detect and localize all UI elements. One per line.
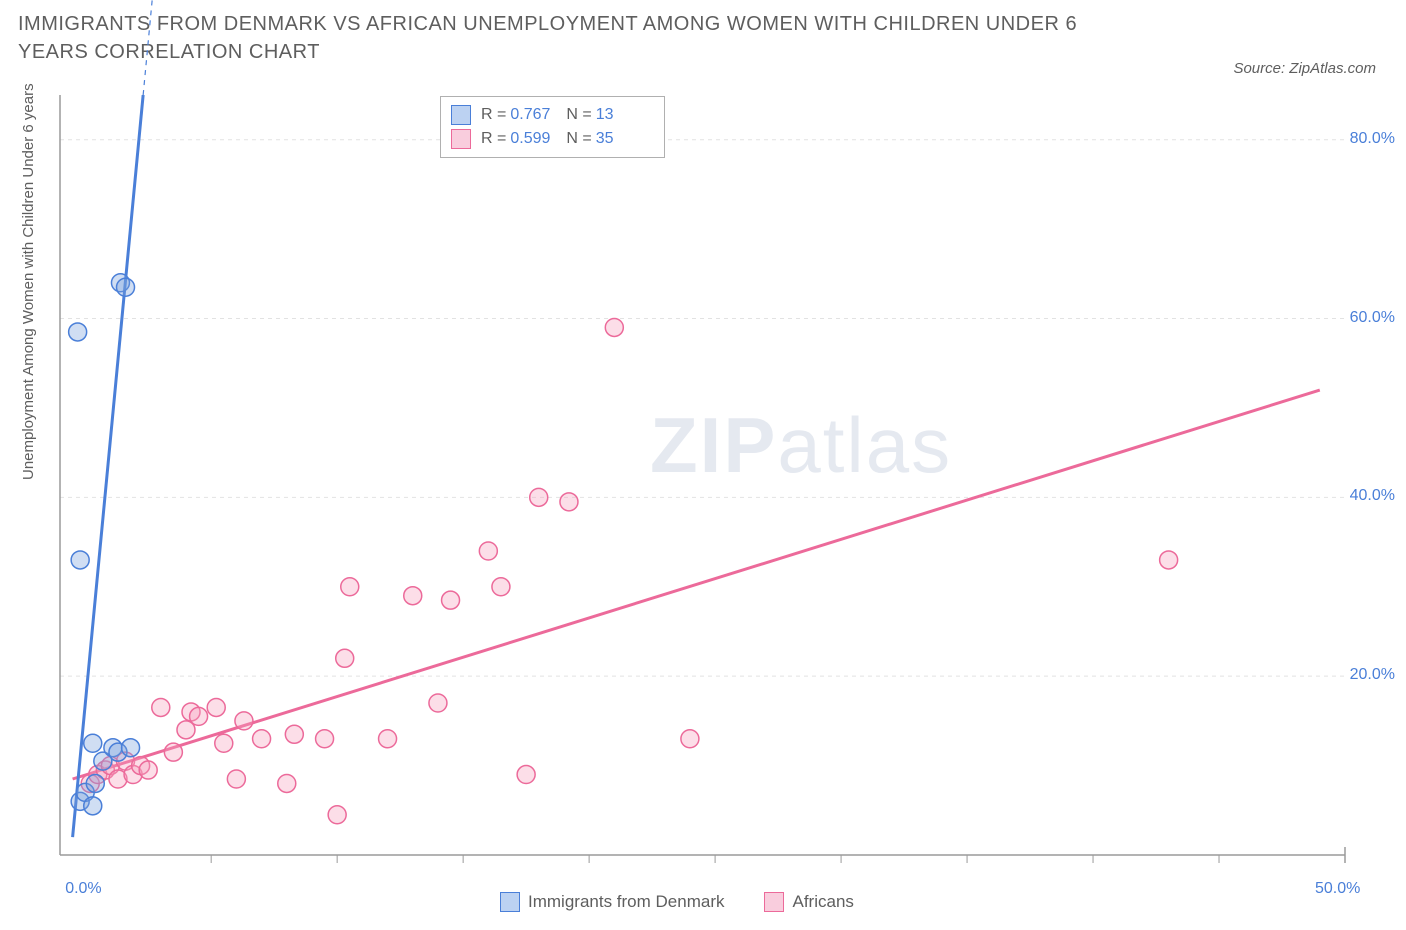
bottom-legend: Immigrants from Denmark Africans bbox=[500, 892, 854, 912]
bottom-legend-blue-label: Immigrants from Denmark bbox=[528, 892, 724, 912]
watermark: ZIPatlas bbox=[650, 400, 952, 491]
y-tick-label: 40.0% bbox=[1325, 487, 1395, 505]
x-tick-label-right: 50.0% bbox=[1315, 880, 1360, 898]
legend-swatch-blue bbox=[451, 105, 471, 125]
n-value-blue: 13 bbox=[596, 106, 650, 124]
n-label-pink: N = bbox=[566, 130, 591, 148]
watermark-bold: ZIP bbox=[650, 401, 777, 489]
y-tick-label: 20.0% bbox=[1325, 666, 1395, 684]
r-label-blue: R = bbox=[481, 106, 506, 124]
y-tick-label: 60.0% bbox=[1325, 309, 1395, 327]
n-value-pink: 35 bbox=[596, 130, 650, 148]
bottom-legend-pink-label: Africans bbox=[792, 892, 853, 912]
legend-stats-box: R = 0.767 N = 13 R = 0.599 N = 35 bbox=[440, 96, 665, 158]
bottom-swatch-blue bbox=[500, 892, 520, 912]
legend-stats-row-pink: R = 0.599 N = 35 bbox=[451, 127, 650, 151]
bottom-swatch-pink bbox=[764, 892, 784, 912]
r-value-pink: 0.599 bbox=[510, 130, 564, 148]
legend-stats-row-blue: R = 0.767 N = 13 bbox=[451, 103, 650, 127]
x-tick-label-left: 0.0% bbox=[65, 880, 101, 898]
watermark-light: atlas bbox=[777, 401, 952, 489]
legend-swatch-pink bbox=[451, 129, 471, 149]
y-tick-label: 80.0% bbox=[1325, 130, 1395, 148]
r-value-blue: 0.767 bbox=[510, 106, 564, 124]
r-label-pink: R = bbox=[481, 130, 506, 148]
n-label-blue: N = bbox=[566, 106, 591, 124]
